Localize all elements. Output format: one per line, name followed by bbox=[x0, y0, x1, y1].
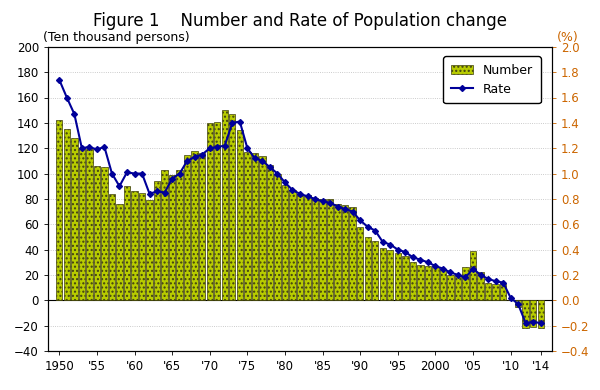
Bar bbox=[289, 190, 296, 300]
Bar bbox=[169, 175, 175, 300]
Bar bbox=[236, 131, 243, 300]
Bar bbox=[440, 269, 446, 300]
Bar bbox=[101, 167, 107, 300]
Bar bbox=[342, 205, 349, 300]
Bar bbox=[109, 194, 115, 300]
Text: Figure 1    Number and Rate of Population change: Figure 1 Number and Rate of Population c… bbox=[93, 12, 507, 30]
Bar bbox=[161, 170, 168, 300]
Bar bbox=[417, 265, 424, 300]
Bar bbox=[56, 121, 62, 300]
Bar bbox=[199, 153, 205, 300]
Bar bbox=[372, 241, 379, 300]
Bar bbox=[244, 152, 251, 300]
Bar bbox=[64, 129, 70, 300]
Bar bbox=[387, 250, 394, 300]
Bar bbox=[229, 114, 235, 300]
Bar bbox=[500, 284, 506, 300]
Bar bbox=[432, 268, 439, 300]
Bar bbox=[206, 123, 213, 300]
Legend: Number, Rate: Number, Rate bbox=[443, 56, 541, 103]
Bar bbox=[124, 186, 130, 300]
Bar bbox=[214, 122, 220, 300]
Bar bbox=[485, 282, 491, 300]
Bar bbox=[221, 110, 228, 300]
Bar bbox=[251, 153, 258, 300]
Text: (%): (%) bbox=[557, 31, 579, 44]
Bar bbox=[365, 237, 371, 300]
Bar bbox=[297, 194, 303, 300]
Bar bbox=[410, 262, 416, 300]
Bar bbox=[274, 174, 281, 300]
Bar bbox=[478, 273, 484, 300]
Bar bbox=[131, 191, 138, 300]
Bar bbox=[395, 254, 401, 300]
Bar bbox=[259, 156, 266, 300]
Bar bbox=[538, 300, 544, 328]
Bar bbox=[154, 181, 160, 300]
Bar bbox=[425, 266, 431, 300]
Bar bbox=[455, 276, 461, 300]
Bar bbox=[267, 165, 273, 300]
Bar bbox=[515, 300, 521, 307]
Bar bbox=[304, 195, 311, 300]
Bar bbox=[319, 199, 326, 300]
Bar bbox=[530, 300, 536, 327]
Bar bbox=[402, 256, 409, 300]
Bar bbox=[312, 198, 318, 300]
Bar bbox=[184, 154, 190, 300]
Bar bbox=[79, 148, 85, 300]
Bar bbox=[447, 275, 454, 300]
Bar bbox=[86, 149, 92, 300]
Text: (Ten thousand persons): (Ten thousand persons) bbox=[43, 31, 190, 44]
Bar bbox=[523, 300, 529, 328]
Bar bbox=[327, 199, 333, 300]
Bar bbox=[493, 284, 499, 300]
Bar bbox=[94, 166, 100, 300]
Bar bbox=[146, 200, 153, 300]
Bar bbox=[349, 207, 356, 300]
Bar bbox=[139, 193, 145, 300]
Bar bbox=[191, 151, 198, 300]
Bar bbox=[282, 185, 288, 300]
Bar bbox=[380, 248, 386, 300]
Bar bbox=[470, 251, 476, 300]
Bar bbox=[116, 204, 122, 300]
Bar bbox=[357, 227, 364, 300]
Bar bbox=[334, 204, 341, 300]
Bar bbox=[71, 138, 77, 300]
Bar bbox=[462, 268, 469, 300]
Bar bbox=[176, 170, 183, 300]
